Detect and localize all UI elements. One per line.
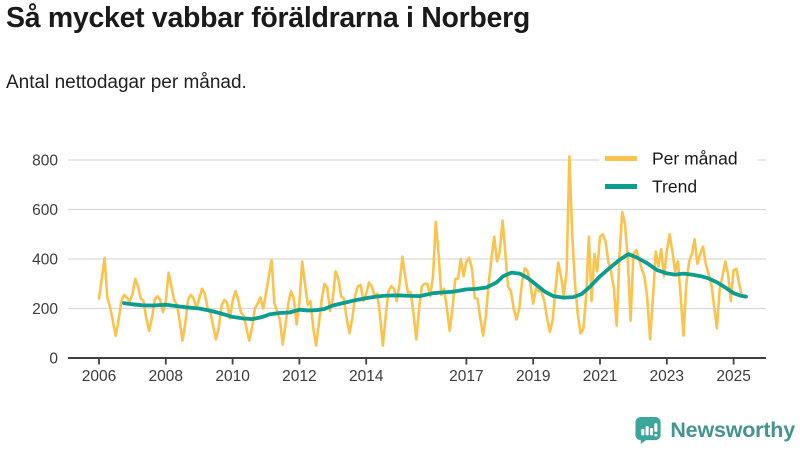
page-title: Så mycket vabbar föräldrarna i Norberg — [6, 2, 530, 34]
x-tick-label-2025: 2025 — [716, 368, 750, 385]
chart-legend: Per månad Trend — [599, 148, 758, 197]
per-month-line — [97, 155, 747, 347]
axis-labels: 2006 2008 2010 2012 2014 2017 2019 2021 2023 2025… — [32, 153, 751, 386]
brand-name: Newsworthy — [670, 417, 795, 442]
y-tick-label-200: 200 — [32, 301, 58, 318]
x-tick-label-2012: 2012 — [282, 368, 316, 385]
x-tick-label-2023: 2023 — [650, 368, 684, 385]
x-axis — [68, 357, 766, 365]
trend-line — [122, 252, 748, 322]
y-tick-label-800: 800 — [32, 153, 58, 170]
newsworthy-logo[interactable]: Newsworthy — [634, 415, 795, 445]
x-tick-label-2019: 2019 — [516, 368, 550, 385]
chart-subtitle: Antal nettodagar per månad. — [6, 72, 247, 93]
newsworthy-chart-bubble-icon — [635, 416, 661, 445]
y-tick-label-600: 600 — [32, 202, 58, 219]
legend-bg-1 — [599, 148, 758, 169]
chart-series — [97, 155, 748, 347]
legend-label-per-month: Per månad — [652, 149, 738, 169]
legend-bg-2 — [599, 176, 711, 197]
x-tick-label-2014: 2014 — [349, 368, 384, 385]
x-tick-label-2010: 2010 — [215, 368, 250, 385]
y-tick-label-400: 400 — [32, 252, 58, 269]
y-tick-label-0: 0 — [49, 351, 58, 368]
legend-label-trend: Trend — [652, 177, 697, 197]
x-tick-label-2006: 2006 — [82, 368, 116, 385]
x-tick-label-2008: 2008 — [149, 368, 183, 385]
x-tick-label-2017: 2017 — [449, 368, 483, 385]
x-tick-label-2021: 2021 — [583, 368, 617, 385]
